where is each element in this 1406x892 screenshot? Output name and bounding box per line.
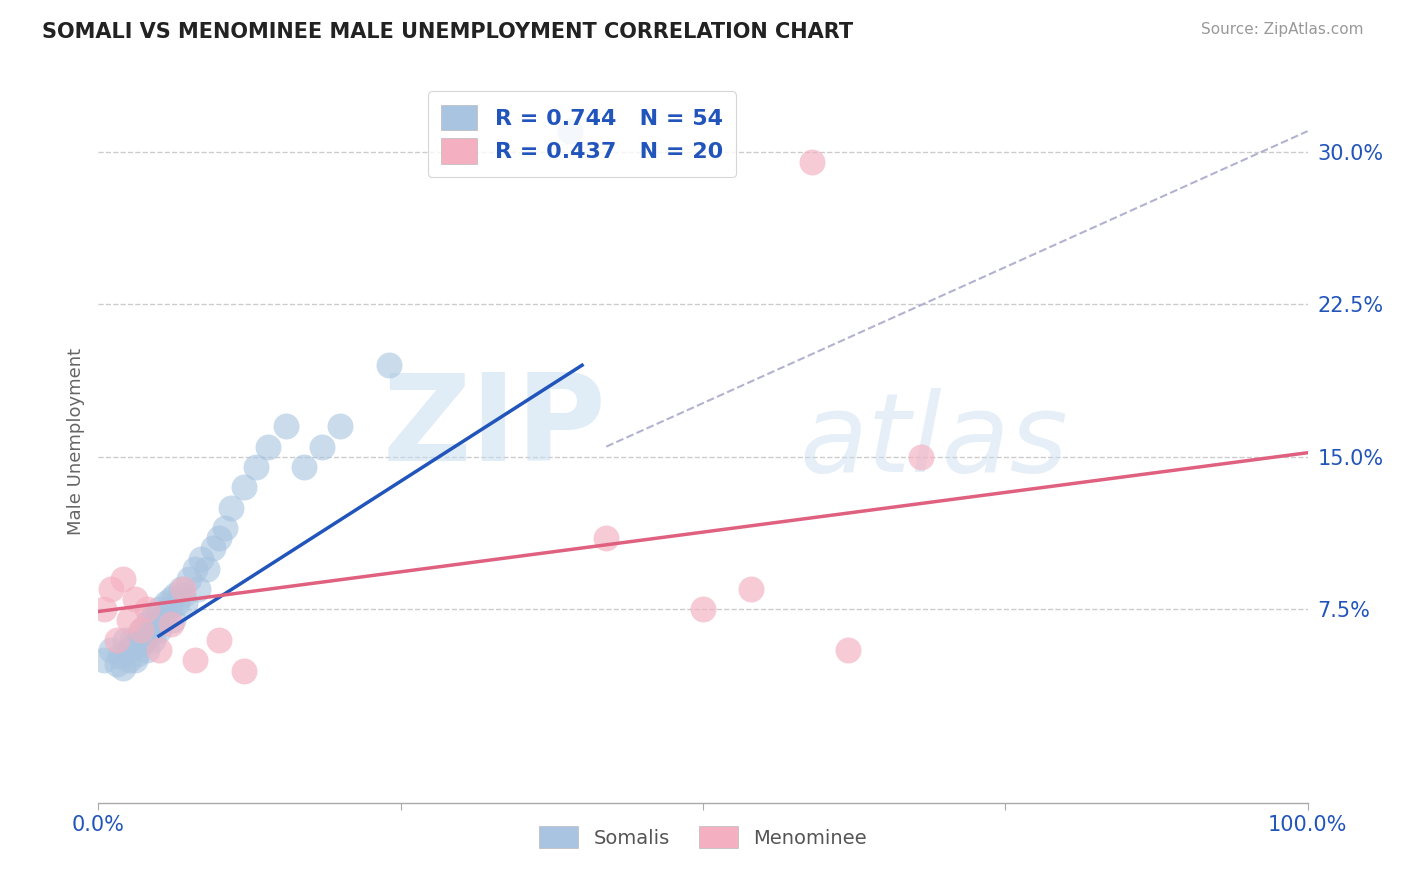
Point (162, 613, 184, 627)
Point (377, 358, 399, 372)
Point (93, 602, 115, 616)
Point (148, 623, 170, 637)
Point (114, 632, 136, 647)
Point (100, 582, 122, 596)
Text: SOMALI VS MENOMINEE MALE UNEMPLOYMENT CORRELATION CHART: SOMALI VS MENOMINEE MALE UNEMPLOYMENT CO… (42, 22, 853, 42)
Point (105, 632, 128, 647)
Point (184, 562, 207, 576)
Point (111, 572, 134, 586)
Point (124, 637, 146, 651)
Point (800, 154, 823, 169)
Point (128, 629, 150, 643)
Point (163, 588, 186, 602)
Point (195, 562, 218, 576)
Point (160, 592, 183, 607)
Point (169, 582, 191, 596)
Point (172, 588, 194, 602)
Point (135, 602, 157, 616)
Point (190, 551, 212, 566)
Point (292, 460, 315, 475)
Point (172, 582, 194, 596)
Point (740, 582, 762, 596)
Point (910, 450, 932, 464)
Point (124, 592, 146, 607)
Point (232, 480, 254, 494)
Point (124, 653, 146, 667)
Point (179, 572, 201, 586)
Point (166, 596, 188, 610)
Point (118, 613, 141, 627)
Point (142, 632, 165, 647)
Point (208, 632, 231, 647)
Point (311, 440, 333, 454)
Point (118, 643, 141, 657)
Point (155, 596, 177, 610)
Point (148, 643, 170, 657)
Point (692, 602, 714, 616)
Point (153, 608, 176, 623)
Point (256, 440, 278, 454)
Point (245, 460, 267, 475)
Point (105, 657, 128, 672)
Point (157, 602, 180, 616)
Point (139, 613, 162, 627)
Point (135, 643, 157, 657)
Point (174, 596, 197, 610)
Point (214, 521, 236, 535)
Point (184, 653, 207, 667)
Text: atlas: atlas (800, 388, 1069, 495)
Point (121, 632, 143, 647)
Point (111, 661, 134, 675)
Text: Source: ZipAtlas.com: Source: ZipAtlas.com (1201, 22, 1364, 37)
Point (108, 649, 131, 664)
Point (202, 541, 225, 556)
Point (274, 419, 297, 434)
Point (150, 613, 173, 627)
Point (100, 643, 122, 657)
Point (134, 632, 156, 647)
Point (558, 124, 581, 138)
Point (148, 602, 170, 616)
Point (208, 531, 231, 545)
Legend: Somalis, Menominee: Somalis, Menominee (529, 816, 877, 858)
Point (127, 647, 149, 661)
Point (93, 653, 115, 667)
Point (145, 616, 167, 631)
Point (221, 500, 243, 515)
Point (135, 616, 157, 631)
Point (187, 582, 209, 596)
Point (118, 653, 141, 667)
Point (595, 531, 617, 545)
Text: ZIP: ZIP (382, 368, 606, 485)
Point (129, 637, 152, 651)
Point (138, 629, 160, 643)
Point (143, 608, 166, 623)
Point (232, 664, 254, 678)
Point (129, 623, 152, 637)
Point (837, 643, 859, 657)
Y-axis label: Male Unemployment: Male Unemployment (66, 348, 84, 535)
Point (329, 419, 352, 434)
Point (131, 623, 153, 637)
Point (160, 616, 183, 631)
